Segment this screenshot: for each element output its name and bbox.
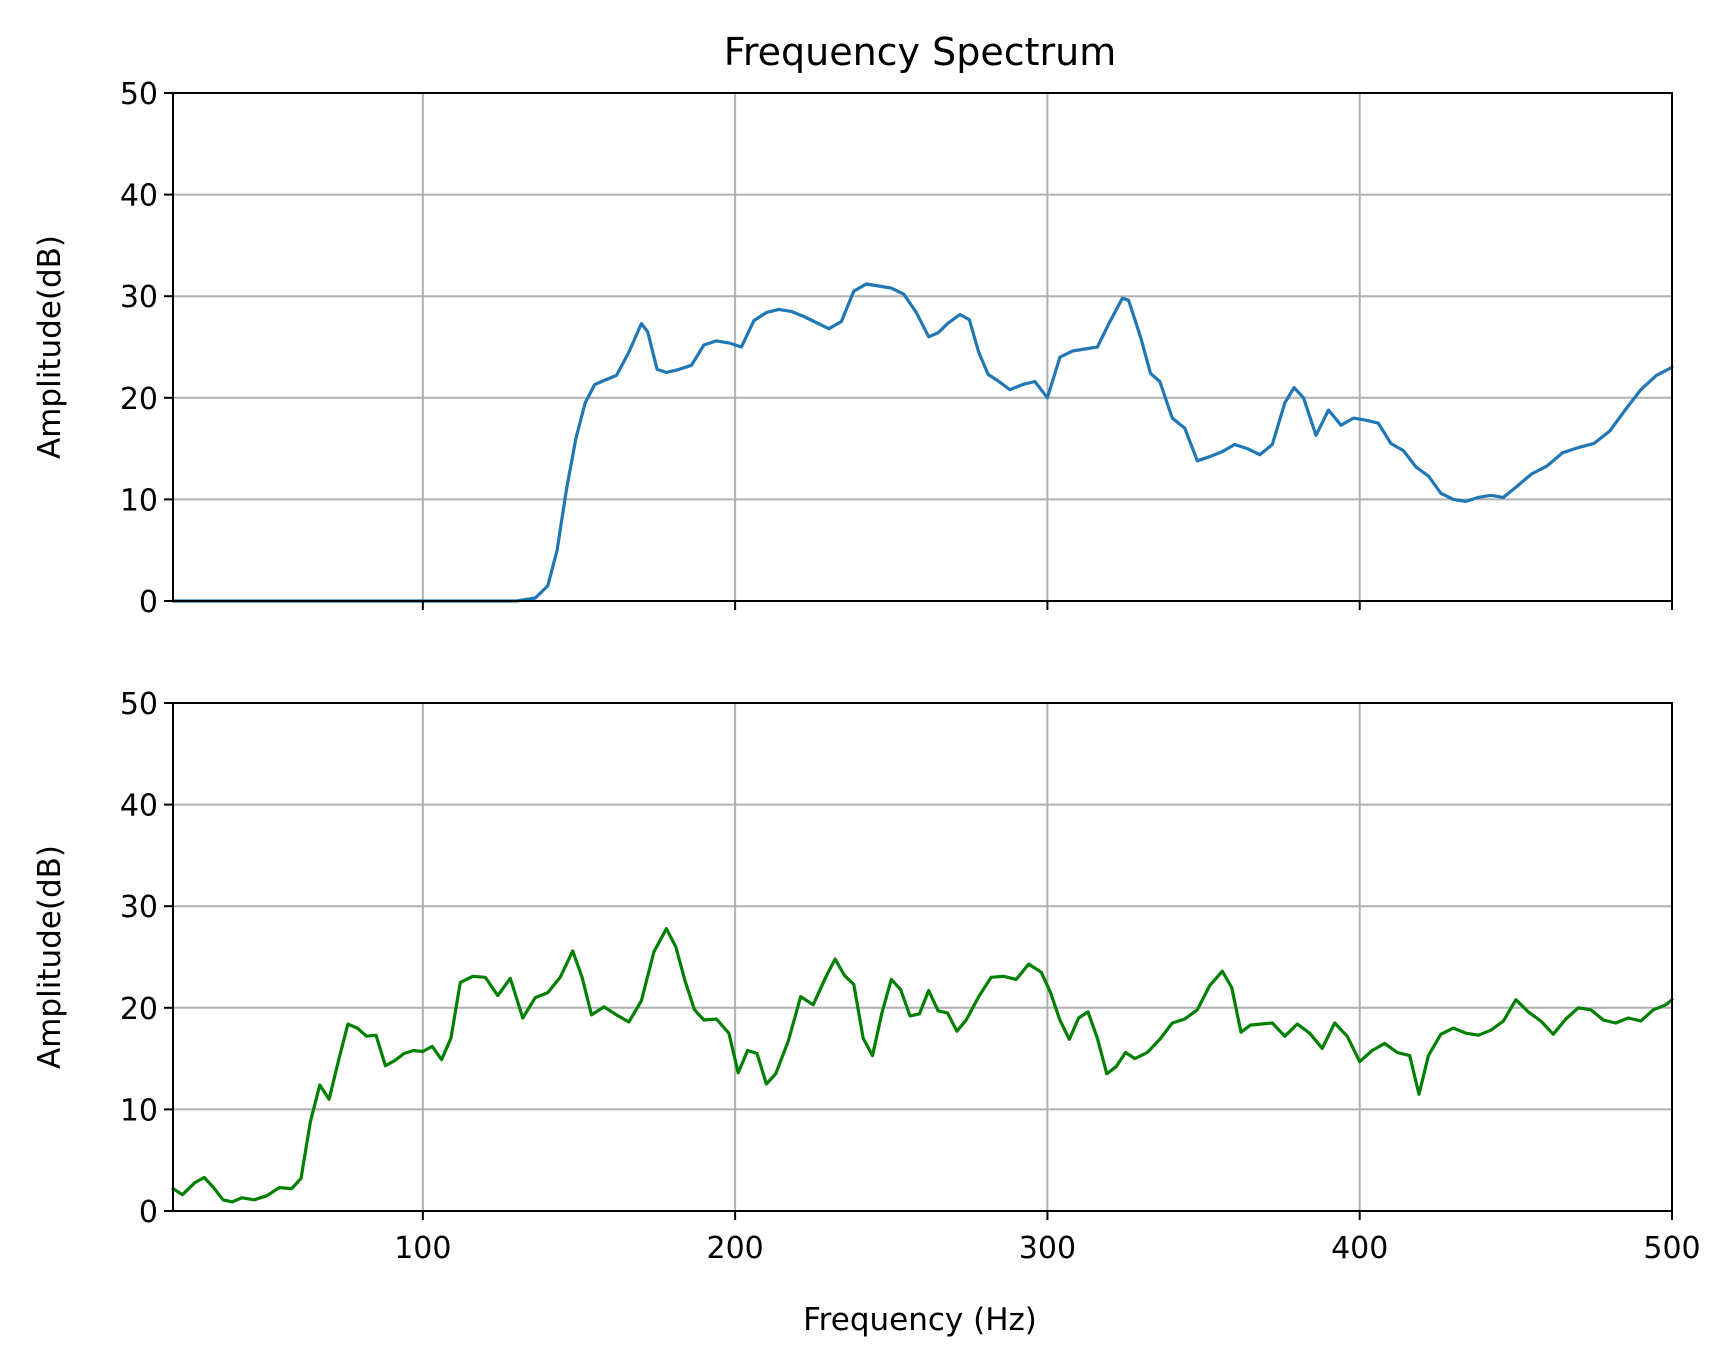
bottom-x-tick-label: 400 xyxy=(1331,1231,1388,1266)
bottom-y-tick-label: 40 xyxy=(120,789,158,824)
bottom-series-line-0 xyxy=(171,926,1674,1204)
bottom-y-tick-label: 50 xyxy=(120,687,158,722)
top-panel: 0 10 20 30 40 50 Amplitude(dB) xyxy=(32,77,1674,620)
top-y-tick-label: 0 xyxy=(139,585,158,620)
top-y-tick-label: 10 xyxy=(120,483,158,518)
top-plot-frame xyxy=(172,92,1673,602)
top-y-tick-label: 20 xyxy=(120,382,158,417)
bottom-y-tick-label: 0 xyxy=(139,1195,158,1230)
bottom-x-tick-label: 100 xyxy=(394,1231,451,1266)
top-series-line-0 xyxy=(171,282,1674,603)
top-y-tick-label: 40 xyxy=(120,179,158,214)
bottom-x-tick-label: 500 xyxy=(1643,1231,1700,1266)
bottom-panel: 0 10 20 30 40 50 100 200 300 400 500 Amplitude(dB) xyxy=(32,687,1701,1266)
bottom-y-tick-label: 20 xyxy=(120,992,158,1027)
top-y-tick-label: 30 xyxy=(120,280,158,315)
bottom-y-tick-label: 30 xyxy=(120,890,158,925)
bottom-y-axis-label: Amplitude(dB) xyxy=(32,845,68,1069)
chart-title: Frequency Spectrum xyxy=(724,30,1117,74)
bottom-x-tick-label: 200 xyxy=(706,1231,763,1266)
bottom-y-tick-label: 10 xyxy=(120,1093,158,1128)
top-y-tick-label: 50 xyxy=(120,77,158,112)
x-axis-label: Frequency (Hz) xyxy=(803,1302,1037,1338)
bottom-plot-frame xyxy=(172,702,1673,1212)
top-y-axis-label: Amplitude(dB) xyxy=(32,235,68,459)
bottom-x-tick-label: 300 xyxy=(1019,1231,1076,1266)
